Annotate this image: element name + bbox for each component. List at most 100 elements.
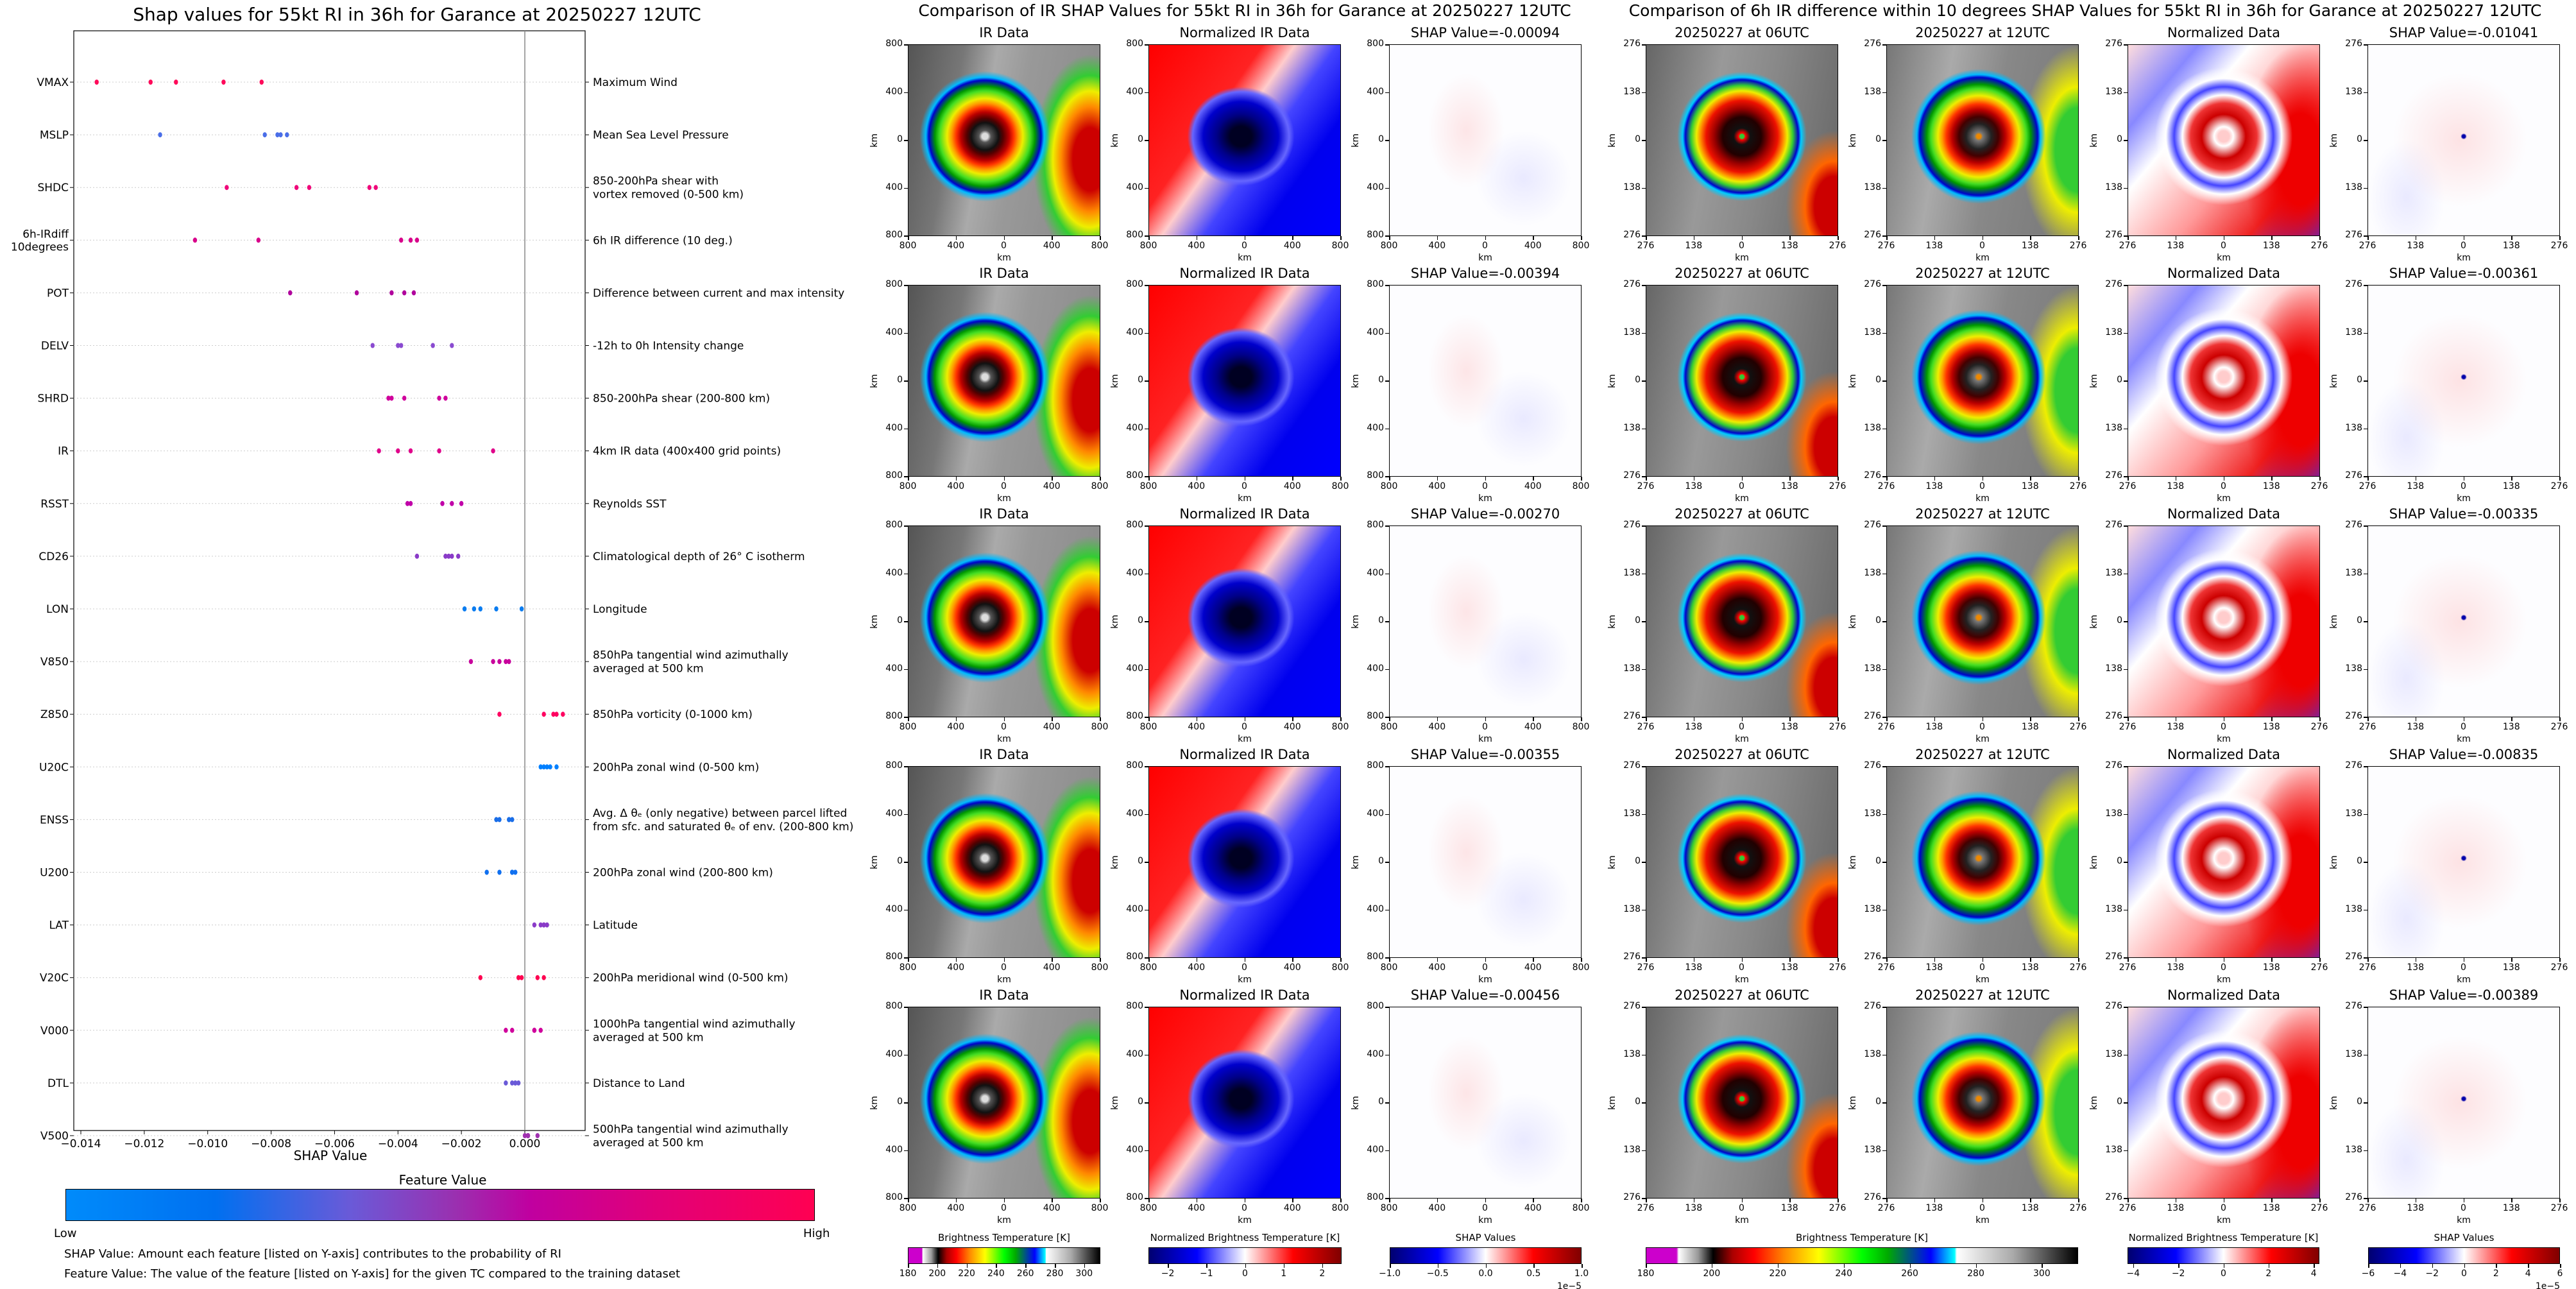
colorbar-label: Brightness Temperature [K] xyxy=(938,1232,1070,1243)
x-tick-label: 138 xyxy=(2167,481,2185,491)
y-tick-label: 400 xyxy=(885,808,903,819)
feature-code-label: V850 xyxy=(40,656,69,669)
satellite-image-panel xyxy=(1646,766,1838,958)
x-tick-label: 400 xyxy=(1428,962,1446,973)
x-tick xyxy=(1340,958,1342,962)
y-tick-label: 0 xyxy=(2117,615,2122,626)
x-tick-label: 138 xyxy=(2262,722,2280,732)
x-tick xyxy=(1244,477,1245,481)
x-tick-label: 138 xyxy=(2407,722,2425,732)
x-tick-label: 400 xyxy=(1524,1203,1542,1213)
y-tick-label: 138 xyxy=(1623,1048,1641,1059)
x-tick xyxy=(2367,958,2369,962)
shap-point xyxy=(456,553,461,559)
satellite-image-panel xyxy=(1886,525,2079,717)
satellite-image-panel xyxy=(2367,44,2560,236)
x-tick xyxy=(1693,477,1695,481)
x-tick xyxy=(1052,958,1053,962)
colorbar-low-label: Low xyxy=(54,1227,77,1240)
x-tick xyxy=(1003,236,1005,240)
y-tick-label: 0 xyxy=(1635,615,1641,626)
y-tick xyxy=(2364,525,2367,527)
shap-point xyxy=(504,1080,508,1086)
x-axis-label: km xyxy=(2457,493,2471,504)
feature-description-line: Maximum Wind xyxy=(593,76,678,89)
y-tick xyxy=(904,909,908,910)
shap-point xyxy=(408,237,413,243)
satellite-image-panel xyxy=(1886,766,2079,958)
y-axis-label: km xyxy=(2089,373,2099,388)
y-tick xyxy=(1145,621,1148,622)
y-tick-label: 276 xyxy=(1623,279,1641,289)
y-tick-label: 400 xyxy=(1367,86,1384,97)
y-tick-label: 400 xyxy=(885,663,903,674)
y-tick xyxy=(2124,235,2128,237)
shap-point xyxy=(542,764,546,770)
y-tick-label: 800 xyxy=(1126,520,1143,530)
shap-point xyxy=(262,132,267,138)
x-axis-label: km xyxy=(1735,975,1749,985)
x-tick-label: 400 xyxy=(947,241,965,251)
x-tick xyxy=(2223,958,2224,962)
shap-point xyxy=(389,395,394,401)
y-tick-label: 400 xyxy=(1367,422,1384,433)
x-tick-label: 400 xyxy=(1043,1203,1061,1213)
x-tick-label: 400 xyxy=(947,481,965,491)
colorbar-tick xyxy=(1168,1264,1169,1268)
x-tick xyxy=(1982,717,1983,721)
x-tick xyxy=(1934,236,1936,240)
y-tick xyxy=(2124,957,2128,959)
x-tick-label: 276 xyxy=(1637,1203,1655,1213)
x-tick-label: 0 xyxy=(1482,1203,1488,1213)
x-tick xyxy=(1292,477,1293,481)
y-tick-label: 276 xyxy=(1623,520,1641,530)
y-tick xyxy=(2124,187,2128,189)
x-tick-label: 276 xyxy=(2358,481,2376,491)
y-tick xyxy=(904,862,908,863)
satellite-image-panel xyxy=(1389,766,1582,958)
x-tick xyxy=(955,1199,957,1202)
x-tick-label: 276 xyxy=(2358,962,2376,973)
x-tick-label: 800 xyxy=(1139,481,1157,491)
x-tick xyxy=(908,1199,909,1202)
colorbar xyxy=(1646,1247,2078,1264)
y-tick-label: 0 xyxy=(1378,856,1384,866)
x-tick-label: 800 xyxy=(1091,241,1109,251)
satellite-image-panel xyxy=(2367,285,2560,477)
y-tick xyxy=(2364,476,2367,477)
x-tick-label: 400 xyxy=(1188,962,1206,973)
y-tick xyxy=(1642,476,1646,477)
colorbar-label: Normalized Brightness Temperature [K] xyxy=(2128,1232,2319,1243)
y-tick-label: 400 xyxy=(1126,327,1143,337)
x-tick-label: 800 xyxy=(1572,722,1590,732)
colorbar-tick xyxy=(1485,1264,1487,1268)
y-tick-label: 0 xyxy=(1875,375,1881,385)
y-tick xyxy=(904,621,908,622)
x-tick xyxy=(2223,717,2224,721)
y-tick-label: 800 xyxy=(1126,760,1143,771)
x-tick xyxy=(1789,717,1791,721)
x-tick xyxy=(1292,958,1293,962)
satellite-image-panel xyxy=(1148,525,1341,717)
x-axis-label: km xyxy=(1975,1215,1990,1225)
x-tick-label: 800 xyxy=(1139,962,1157,973)
y-tick-label: 138 xyxy=(1864,327,1881,337)
y-tick-label: 400 xyxy=(885,1048,903,1059)
x-tick-label: 276 xyxy=(1877,1203,1895,1213)
x-tick-label: 800 xyxy=(1331,241,1349,251)
x-tick-label: 800 xyxy=(1572,1203,1590,1213)
shap-point xyxy=(354,290,359,296)
colorbar-tick-label: 2 xyxy=(2265,1268,2272,1279)
satellite-image-panel xyxy=(1389,44,1582,236)
feature-description: 850hPa vorticity (0-1000 km) xyxy=(593,708,753,721)
feature-description-line: Distance to Land xyxy=(593,1077,685,1090)
x-tick xyxy=(1581,1199,1582,1202)
x-tick xyxy=(1437,236,1438,240)
y-tick-label: 276 xyxy=(2345,1192,2362,1202)
feature-description-line: 200hPa zonal wind (200-800 km) xyxy=(593,867,773,880)
x-tick-label: 0 xyxy=(1001,241,1007,251)
y-tick xyxy=(1385,573,1389,574)
feature-description-line: averaged at 500 km xyxy=(593,663,704,676)
x-tick-label: 400 xyxy=(1188,722,1206,732)
y-tick xyxy=(2124,1007,2128,1008)
